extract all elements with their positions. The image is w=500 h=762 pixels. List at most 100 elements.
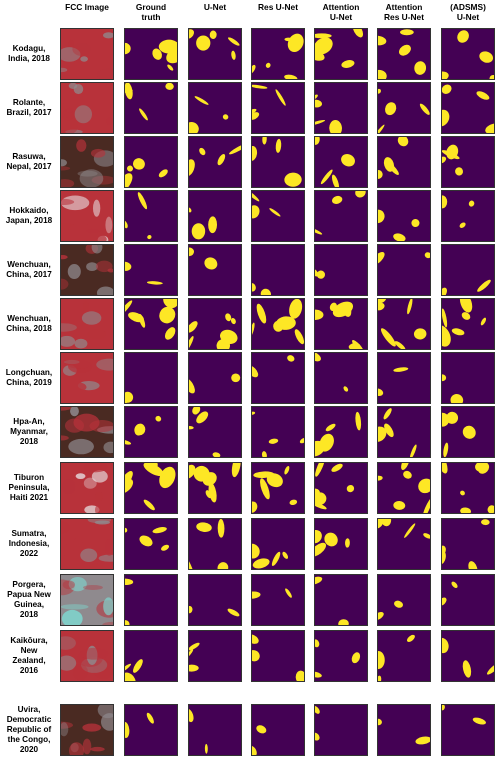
row-label: Hokkaido, Japan, 2018: [5, 206, 53, 225]
mask-tile: [251, 298, 305, 350]
mask-tile: [188, 190, 242, 242]
mask-tile: [441, 574, 495, 626]
fcc-image-tile: [60, 244, 114, 296]
mask-tile: [251, 244, 305, 296]
mask-tile: [377, 518, 431, 570]
column-header: FCC Image: [65, 2, 109, 12]
mask-tile: [188, 462, 242, 514]
mask-tile: [441, 518, 495, 570]
mask-tile: [377, 28, 431, 80]
mask-tile: [377, 298, 431, 350]
mask-tile: [124, 136, 178, 188]
row-label: Kodagu, India, 2018: [8, 44, 50, 63]
column-header: Attention Res U-Net: [383, 2, 425, 22]
mask-tile: [377, 352, 431, 404]
mask-tile: [124, 298, 178, 350]
fcc-image-tile: [60, 462, 114, 514]
row-label: Uvira, Democratic Republic of the Congo,…: [6, 705, 52, 754]
mask-tile: [441, 298, 495, 350]
fcc-image-tile: [60, 574, 114, 626]
mask-tile: [314, 136, 368, 188]
mask-tile: [251, 406, 305, 458]
row-label: Kaikōura, New Zealand, 2016: [10, 636, 48, 675]
mask-tile: [188, 82, 242, 134]
mask-tile: [314, 82, 368, 134]
mask-tile: [188, 518, 242, 570]
row-label: Rolante, Brazil, 2017: [6, 98, 52, 117]
mask-tile: [124, 704, 178, 756]
mask-tile: [377, 244, 431, 296]
mask-tile: [251, 630, 305, 682]
mask-tile: [124, 190, 178, 242]
mask-tile: [441, 82, 495, 134]
mask-tile: [314, 406, 368, 458]
fcc-image-tile: [60, 406, 114, 458]
mask-tile: [188, 244, 242, 296]
mask-tile: [441, 704, 495, 756]
mask-tile: [188, 704, 242, 756]
row-label: Sumatra, Indonesia, 2022: [8, 529, 50, 558]
mask-tile: [188, 28, 242, 80]
mask-tile: [377, 82, 431, 134]
mask-tile: [251, 136, 305, 188]
mask-tile: [124, 406, 178, 458]
mask-tile: [251, 704, 305, 756]
mask-tile: [124, 518, 178, 570]
mask-tile: [251, 462, 305, 514]
mask-tile: [251, 28, 305, 80]
mask-tile: [124, 82, 178, 134]
mask-tile: [188, 630, 242, 682]
mask-tile: [251, 190, 305, 242]
row-label: Porgera, Papua New Guinea, 2018: [7, 580, 51, 619]
mask-tile: [377, 574, 431, 626]
mask-tile: [441, 136, 495, 188]
mask-tile: [251, 82, 305, 134]
mask-tile: [314, 352, 368, 404]
mask-tile: [314, 28, 368, 80]
mask-tile: [314, 574, 368, 626]
mask-tile: [314, 630, 368, 682]
mask-tile: [377, 704, 431, 756]
fcc-image-tile: [60, 28, 114, 80]
mask-tile: [377, 406, 431, 458]
column-header: Res U-Net: [257, 2, 299, 12]
mask-tile: [441, 244, 495, 296]
mask-tile: [441, 462, 495, 514]
fcc-image-tile: [60, 704, 114, 756]
mask-tile: [441, 352, 495, 404]
column-header: Ground truth: [135, 2, 167, 22]
mask-tile: [124, 574, 178, 626]
fcc-image-tile: [60, 298, 114, 350]
column-header: Attention U-Net: [322, 2, 360, 22]
mask-tile: [377, 136, 431, 188]
column-header: U-Net: [203, 2, 227, 12]
column-header: (ADSMS) U-Net: [450, 2, 486, 22]
row-label: Rasuwa, Nepal, 2017: [6, 152, 52, 171]
mask-tile: [314, 462, 368, 514]
fcc-image-tile: [60, 190, 114, 242]
row-label: Tiburon Peninsula, Haiti 2021: [8, 473, 50, 502]
mask-tile: [314, 704, 368, 756]
fcc-image-tile: [60, 352, 114, 404]
mask-tile: [188, 574, 242, 626]
fcc-image-tile: [60, 136, 114, 188]
mask-tile: [124, 462, 178, 514]
mask-tile: [314, 190, 368, 242]
mask-tile: [188, 406, 242, 458]
fcc-image-tile: [60, 82, 114, 134]
mask-tile: [251, 518, 305, 570]
mask-tile: [441, 28, 495, 80]
mask-tile: [441, 190, 495, 242]
mask-tile: [124, 28, 178, 80]
mask-tile: [188, 352, 242, 404]
mask-tile: [188, 136, 242, 188]
mask-tile: [124, 630, 178, 682]
mask-tile: [314, 298, 368, 350]
mask-tile: [441, 630, 495, 682]
row-label: Longchuan, China, 2019: [5, 368, 53, 387]
mask-tile: [377, 190, 431, 242]
row-label: Hpa-An, Myanmar, 2018: [10, 417, 48, 446]
mask-tile: [251, 352, 305, 404]
mask-tile: [314, 518, 368, 570]
